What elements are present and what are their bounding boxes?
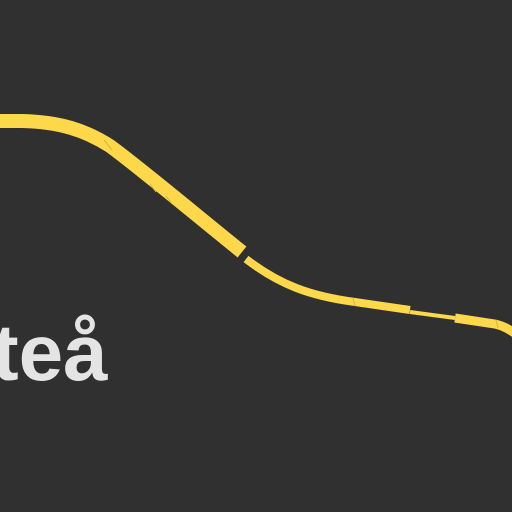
road-segment-east[interactable] [454, 313, 512, 337]
road-segment-main-west[interactable] [0, 114, 247, 258]
road-segment-divider [103, 139, 499, 329]
road-segment-bridge[interactable] [409, 310, 456, 320]
road-segments[interactable] [0, 114, 512, 337]
road-segment-main-east[interactable] [243, 255, 411, 314]
place-label: teå [0, 308, 108, 397]
